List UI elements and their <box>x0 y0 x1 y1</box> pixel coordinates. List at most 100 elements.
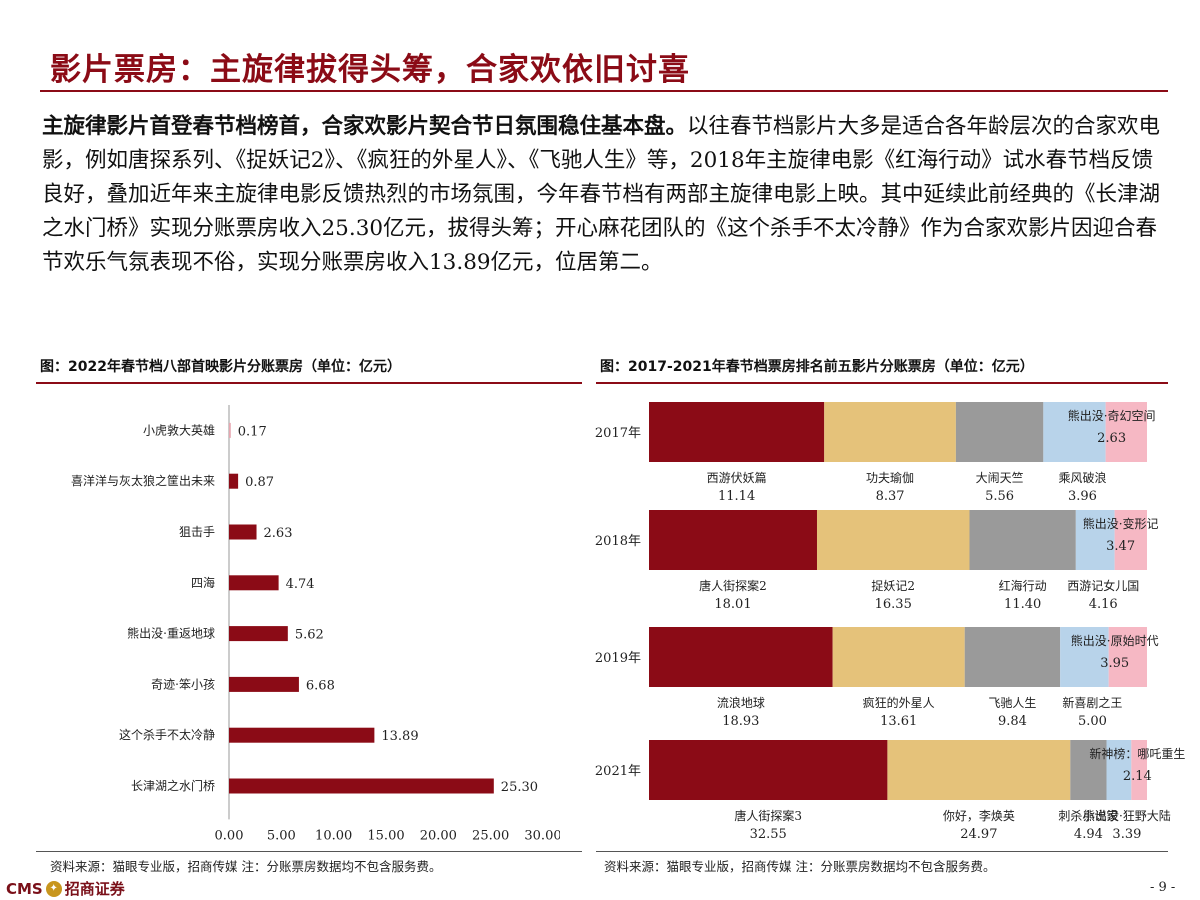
data-label: 5.62 <box>295 628 324 643</box>
stack-segment <box>955 402 1044 462</box>
category-label: 长津湖之水门桥 <box>131 778 215 793</box>
segment-name-label: 流浪地球 <box>717 695 765 710</box>
bar <box>229 473 239 489</box>
segment-value-label: 3.96 <box>1068 489 1097 504</box>
segment-name-label: 熊出没·奇幻空间 <box>1068 408 1156 423</box>
stack-segment <box>832 627 965 687</box>
page-title: 影片票房：主旋律拔得头筹，合家欢依旧讨喜 <box>50 52 690 88</box>
segment-name-label: 唐人街探案2 <box>699 578 767 593</box>
stack-segment <box>969 510 1076 570</box>
x-tick-label: 15.00 <box>367 828 404 843</box>
segment-name-label: 西游记女儿国 <box>1067 578 1139 593</box>
segment-value-label: 3.95 <box>1100 656 1129 671</box>
stack-segment <box>824 402 956 462</box>
x-tick-label: 0.00 <box>215 828 244 843</box>
right-figure-title: 图：2017-2021年春节档票房排名前五影片分账票房（单位：亿元） <box>600 359 1034 375</box>
left-source-rule <box>36 851 582 852</box>
category-label: 熊出没·重返地球 <box>127 626 215 641</box>
segment-value-label: 9.84 <box>998 714 1027 729</box>
category-label: 2018年 <box>595 534 641 549</box>
stack-segment <box>887 740 1071 800</box>
data-label: 13.89 <box>381 729 418 744</box>
stack-segment <box>1114 510 1147 570</box>
stack-segment <box>649 510 817 570</box>
segment-value-label: 8.37 <box>876 489 905 504</box>
stack-segment <box>1070 740 1107 800</box>
category-label: 奇迹·笨小孩 <box>151 676 215 691</box>
segment-name-label: 刺杀小说家 <box>1058 808 1118 823</box>
segment-name-label: 飞驰人生 <box>988 696 1036 710</box>
segment-name-label: 大闹天竺 <box>976 470 1024 485</box>
segment-value-label: 16.35 <box>875 597 912 612</box>
segment-name-label: 捉妖记2 <box>871 578 915 593</box>
stack-segment <box>1075 510 1115 570</box>
x-tick-label: 20.00 <box>420 828 457 843</box>
bar <box>229 626 288 642</box>
segment-value-label: 2.63 <box>1097 431 1126 446</box>
x-tick-label: 30.00 <box>524 828 560 843</box>
stack-segment <box>1105 402 1147 462</box>
right-source-rule <box>596 851 1168 852</box>
segment-value-label: 2.14 <box>1123 769 1152 784</box>
segment-value-label: 5.00 <box>1078 714 1107 729</box>
data-label: 6.68 <box>306 678 335 693</box>
segment-name-label: 新神榜：哪吒重生 <box>1089 746 1185 761</box>
segment-value-label: 11.14 <box>718 489 755 504</box>
segment-value-label: 4.94 <box>1074 827 1103 842</box>
stack-segment <box>1106 740 1132 800</box>
stack-segment <box>649 402 825 462</box>
bar <box>229 422 231 438</box>
left-figure-title: 图：2022年春节档八部首映影片分账票房（单位：亿元） <box>40 359 401 375</box>
title-divider <box>40 90 1168 92</box>
segment-value-label: 13.61 <box>880 714 917 729</box>
data-label: 0.17 <box>238 424 267 439</box>
stack-segment <box>1043 402 1106 462</box>
stack-segment <box>1131 740 1147 800</box>
logo-cn-text: 招商证券 <box>64 880 125 898</box>
stack-segment <box>649 740 888 800</box>
summary-paragraph: 主旋律影片首登春节档榜首，合家欢影片契合节日氛围稳住基本盘。以往春节档影片大多是… <box>42 110 1164 280</box>
data-label: 25.30 <box>501 780 538 795</box>
data-label: 4.74 <box>286 577 315 592</box>
category-label: 2017年 <box>595 426 641 441</box>
page-number: - 9 - <box>1150 880 1176 895</box>
x-tick-label: 10.00 <box>315 828 352 843</box>
x-tick-label: 25.00 <box>472 828 509 843</box>
left-figure-rule <box>36 382 582 384</box>
x-tick-label: 5.00 <box>267 828 296 843</box>
bar <box>229 676 299 692</box>
summary-body: 以往春节档影片大多是适合各年龄层次的合家欢电影，例如唐探系列、《捉妖记2》、《疯… <box>42 114 1161 275</box>
logo-cms-text: CMS <box>6 879 43 898</box>
segment-name-label: 乘风破浪 <box>1058 470 1106 485</box>
category-label: 这个杀手不太冷静 <box>119 727 215 742</box>
stack-segment <box>964 627 1061 687</box>
segment-name-label: 熊出没·狂野大陆 <box>1083 808 1171 823</box>
segment-value-label: 32.55 <box>750 827 787 842</box>
right-figure-rule <box>596 382 1168 384</box>
segment-value-label: 18.93 <box>722 714 759 729</box>
segment-name-label: 熊出没·变形记 <box>1083 516 1159 531</box>
segment-name-label: 西游伏妖篇 <box>707 470 767 485</box>
data-label: 0.87 <box>245 475 274 490</box>
segment-value-label: 5.56 <box>985 489 1014 504</box>
brokerage-logo: CMS ✦ 招商证券 <box>6 878 125 899</box>
segment-name-label: 唐人街探案3 <box>734 808 802 823</box>
category-label: 2019年 <box>595 651 641 666</box>
data-label: 2.63 <box>264 526 293 541</box>
bar <box>229 727 375 743</box>
category-label: 2021年 <box>595 764 641 779</box>
segment-value-label: 18.01 <box>714 597 751 612</box>
category-label: 喜洋洋与灰太狼之筐出未来 <box>71 473 215 488</box>
category-label: 四海 <box>191 575 215 590</box>
category-label: 狙击手 <box>179 525 215 539</box>
stack-segment <box>649 627 833 687</box>
left-bar-chart: 小虎敦大英雄 0.17 喜洋洋与灰太狼之筐出未来 0.87 狙击手 2.63 四海 4.74 熊… <box>71 405 560 843</box>
segment-value-label: 3.47 <box>1106 539 1135 554</box>
stack-segment <box>1108 627 1147 687</box>
bar <box>229 575 279 591</box>
bar <box>229 524 257 540</box>
segment-name-label: 熊出没·原始时代 <box>1071 633 1159 648</box>
stack-segment <box>816 510 970 570</box>
segment-name-label: 功夫瑜伽 <box>866 470 914 485</box>
category-label: 小虎敦大英雄 <box>143 422 215 437</box>
